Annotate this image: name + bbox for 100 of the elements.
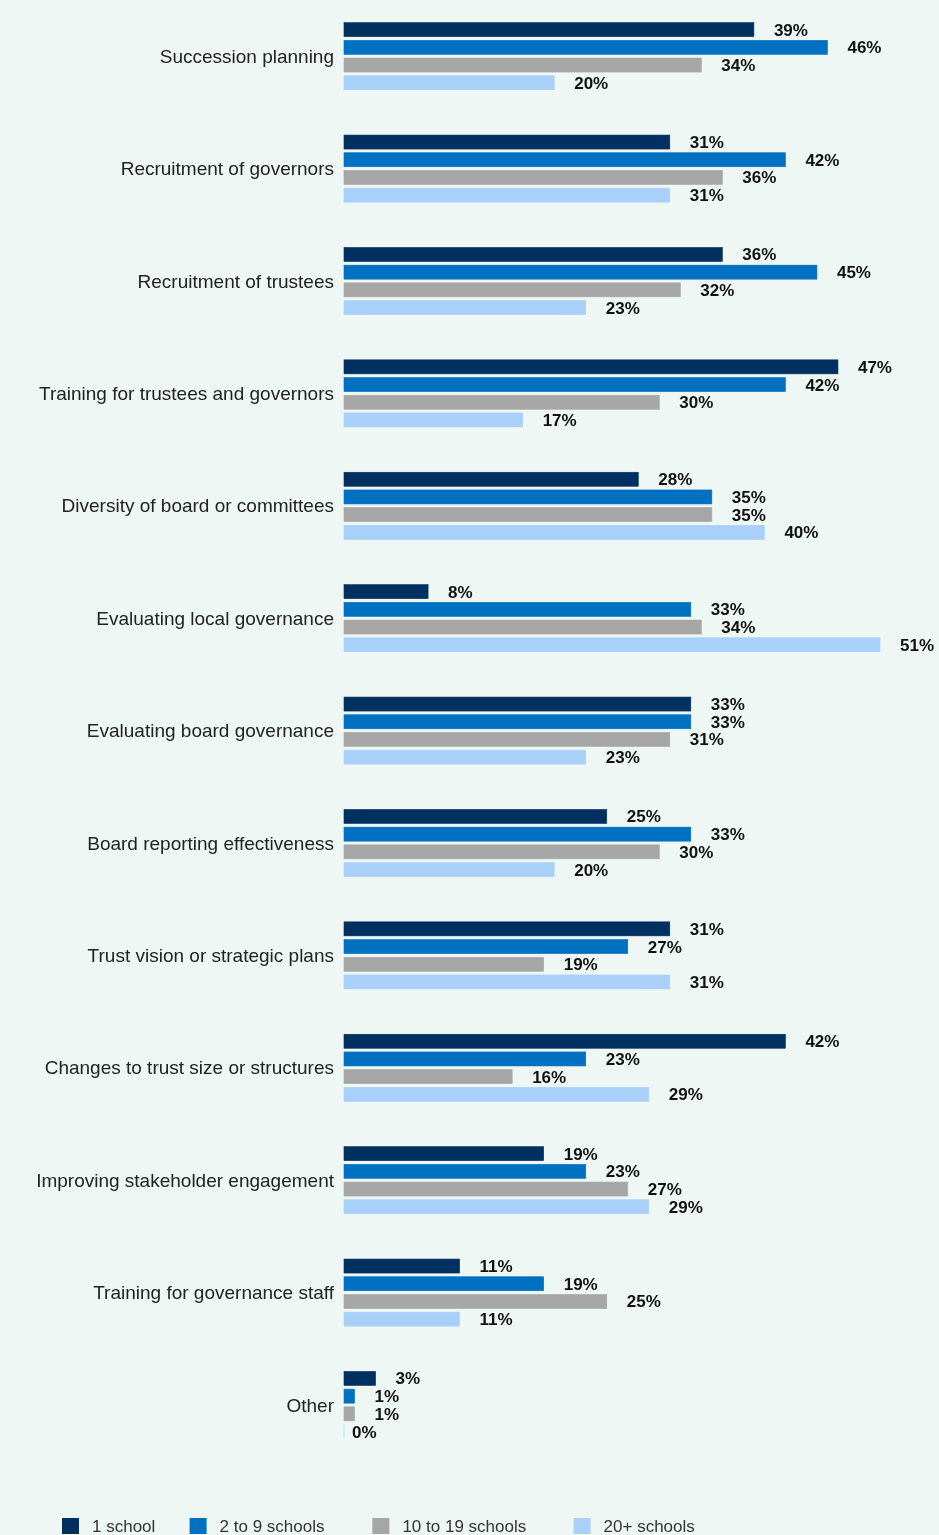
data-label: 11% [479,1257,513,1276]
bar [343,22,755,37]
bar [343,749,587,765]
y-tick-label: Improving stakeholder engagement [36,1169,335,1191]
bar [343,844,660,860]
y-tick-label: Succession planning [159,45,334,67]
y-tick-label: Trust vision or strategic plans [87,945,334,967]
data-label: 29% [668,1085,703,1105]
data-label: 23% [605,1162,640,1182]
y-tick-label: Training for governance staff [93,1282,335,1304]
data-label: 8% [448,582,473,602]
data-label: 27% [647,937,682,957]
bar [343,1294,608,1309]
bar [343,1276,544,1292]
bar [343,247,723,262]
bar [343,826,692,842]
data-label: 51% [900,635,935,655]
data-label: 31% [689,186,724,206]
legend-label: 1 school [92,1516,156,1535]
data-label: 33% [710,695,745,714]
data-label: 19% [563,1274,598,1294]
bar [343,359,839,375]
bar [343,489,713,505]
bar [343,1033,786,1049]
data-label: 1% [374,1387,400,1407]
data-label: 47% [857,357,892,377]
legend-label: 2 to 9 schools [219,1516,325,1535]
data-label: 31% [689,972,724,992]
data-label: 34% [721,56,756,75]
data-label: 20% [574,73,609,93]
data-label: 42% [805,150,840,170]
data-label: 23% [605,298,640,318]
bar [343,1087,650,1102]
data-label: 19% [563,1144,598,1164]
data-label: 33% [710,712,745,732]
data-label: 31% [689,730,724,750]
data-label: 33% [710,600,745,620]
bar [343,525,765,540]
y-tick-label: Other [286,1394,335,1416]
bar [343,394,660,410]
data-label: 3% [395,1369,421,1389]
bar [343,1388,355,1404]
data-label: 25% [626,1292,661,1312]
data-label: 46% [847,38,882,58]
y-tick-label: Recruitment of governors [120,158,334,180]
data-label: 29% [668,1197,703,1217]
bar [343,282,681,298]
data-label: 33% [710,825,745,845]
data-label: 20% [574,860,609,880]
bar [343,75,555,91]
bar [343,1069,513,1084]
bar [343,1146,544,1161]
bar [343,1258,460,1274]
legend-label: 10 to 19 schools [402,1516,527,1535]
bar [343,1371,376,1386]
data-label: 30% [679,842,714,862]
data-label: 30% [679,393,714,413]
bar [343,57,702,73]
bar [343,1181,629,1197]
y-tick-label: Recruitment of trustees [137,270,334,292]
bar [343,377,786,392]
bar [343,1164,587,1179]
y-tick-label: Changes to trust size or structures [44,1057,334,1079]
bar [343,134,671,150]
bar [343,862,555,877]
data-label: 36% [742,168,777,188]
data-label: 42% [805,1032,840,1052]
bar [343,187,671,203]
data-label: 42% [805,375,840,395]
bar [343,974,671,990]
bar [343,939,629,954]
data-label: 32% [700,280,735,300]
data-label: 0% [352,1422,377,1442]
data-label: 16% [532,1067,567,1087]
bar [343,264,818,280]
bar [343,714,692,730]
data-label: 36% [742,245,777,265]
bar [343,921,671,937]
data-label: 34% [721,618,756,637]
bar [343,619,702,635]
y-tick-label: Diversity of board or committees [61,495,334,517]
bar [343,300,587,315]
data-label: 40% [784,523,819,543]
bar [343,602,692,617]
data-label: 17% [542,410,577,430]
legend-label: 20+ schools [603,1516,695,1535]
bar [343,170,723,185]
data-label: 31% [689,919,724,939]
y-tick-label: Evaluating local governance [96,607,334,629]
data-label: 45% [836,263,871,283]
data-label: 35% [731,487,766,507]
bar [343,471,639,487]
bar [343,584,429,599]
bar [343,1311,460,1327]
y-tick-label: Training for trustees and governors [38,383,334,405]
data-label: 23% [605,1049,640,1069]
bar [343,956,544,972]
data-label: 11% [479,1310,513,1330]
bar [343,1406,355,1422]
bar [343,1051,587,1067]
